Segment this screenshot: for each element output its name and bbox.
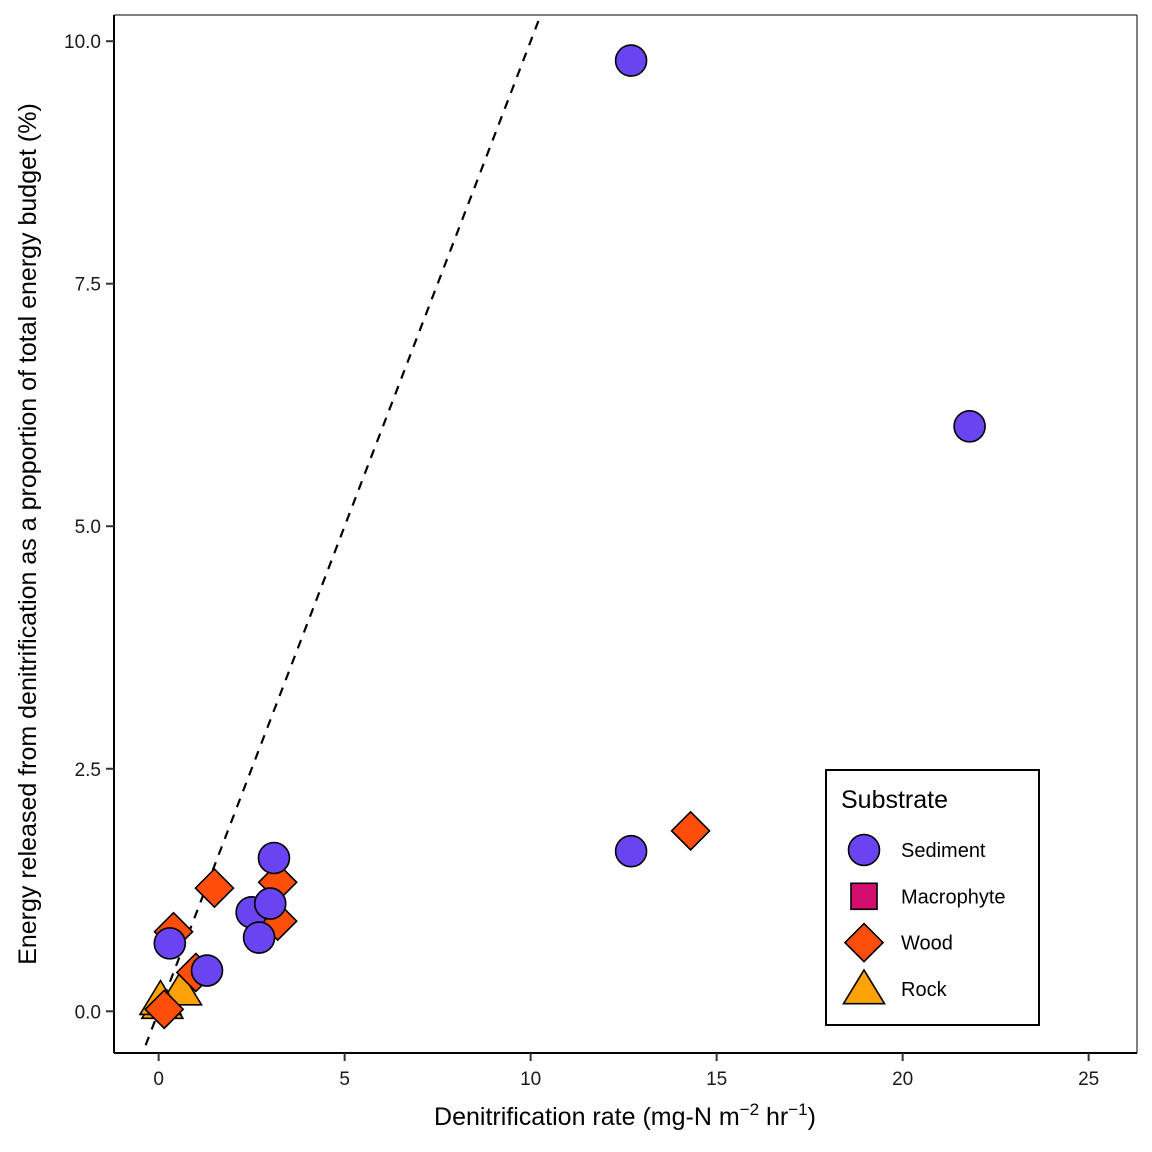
data-point-sediment (153, 927, 187, 960)
legend-label-macrophyte: Macrophyte (901, 886, 1006, 908)
x-tick-label: 5 (339, 1069, 350, 1090)
legend-label-sediment: Sediment (901, 840, 986, 862)
x-tick-label: 25 (1078, 1069, 1099, 1090)
data-point-sediment (953, 410, 986, 443)
x-axis-ticks: 0 5 10 15 20 25 (153, 1053, 1099, 1090)
legend-label-rock: Rock (901, 979, 948, 1001)
x-axis-title-superscript-2: −1 (788, 1100, 807, 1119)
y-tick-label: 7.5 (75, 275, 101, 296)
data-point-wood (194, 867, 235, 909)
x-axis-title: Denitrification rate (mg-N m−2 hr−1) (434, 1100, 816, 1131)
x-axis-title-superscript-1: −2 (740, 1100, 759, 1119)
x-axis-title-middle: hr (759, 1103, 788, 1131)
y-tick-label: 10.0 (64, 32, 101, 53)
y-tick-label: 0.0 (75, 1002, 101, 1023)
legend-key-sediment (847, 833, 881, 867)
x-tick-label: 15 (706, 1069, 727, 1090)
y-axis-title: Energy released from denitrification as … (14, 103, 42, 965)
x-axis-title-end: ) (808, 1103, 816, 1131)
data-point-wood (670, 810, 711, 851)
data-point-sediment (253, 887, 287, 920)
legend: Substrate Sediment Macrophyte Wood Rock (825, 769, 1040, 1026)
data-point-sediment (614, 44, 648, 77)
y-tick-label: 5.0 (75, 517, 101, 538)
data-point-sediment (257, 841, 291, 875)
legend-key-wood (843, 922, 885, 963)
x-tick-label: 0 (153, 1069, 164, 1090)
data-point-sediment (614, 834, 648, 868)
legend-label-wood: Wood (901, 933, 953, 955)
data-point-sediment (242, 921, 276, 954)
data-point-wood (144, 989, 185, 1030)
legend-key-rock (842, 968, 886, 1005)
legend-title: Substrate (841, 786, 948, 814)
data-points (138, 44, 986, 1030)
reference-line (144, 15, 542, 1046)
y-tick-label: 2.5 (75, 760, 101, 781)
y-axis-ticks: 0.0 2.5 5.0 7.5 10.0 (64, 32, 114, 1023)
x-tick-label: 20 (892, 1069, 913, 1090)
x-tick-label: 10 (520, 1069, 541, 1090)
legend-key-macrophyte (850, 882, 878, 911)
legend-items: Sediment Macrophyte Wood Rock (842, 833, 1006, 1005)
data-point-sediment (190, 954, 224, 987)
